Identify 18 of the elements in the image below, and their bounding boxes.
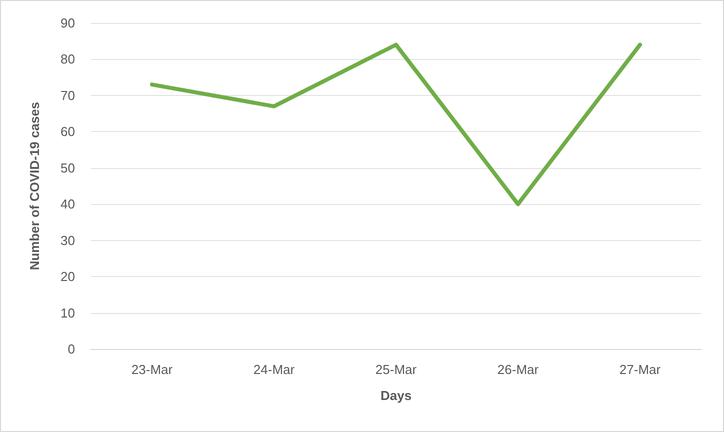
y-tick-label: 90 xyxy=(60,16,75,30)
y-tick-label: 70 xyxy=(60,88,75,103)
y-tick-label: 30 xyxy=(60,232,75,248)
y-tick-label: 50 xyxy=(60,160,75,176)
x-tick-label: 23-Mar xyxy=(131,362,174,377)
y-tick-label: 10 xyxy=(60,305,75,320)
y-tick-label: 0 xyxy=(68,342,75,356)
y-axis-title: Number of COVID-19 cases xyxy=(27,102,42,270)
y-tick-label: 40 xyxy=(60,196,75,212)
line-series xyxy=(150,42,642,206)
y-tick-label: 20 xyxy=(60,269,75,284)
x-tick-label: 27-Mar xyxy=(619,362,662,377)
x-tick-label: 24-Mar xyxy=(253,362,296,377)
x-tick-label: 25-Mar xyxy=(375,362,418,377)
y-tick-label: 80 xyxy=(60,52,75,67)
x-axis-title: Days xyxy=(380,388,412,403)
x-tick-label: 26-Mar xyxy=(497,362,540,377)
y-tick-label: 60 xyxy=(60,124,75,140)
